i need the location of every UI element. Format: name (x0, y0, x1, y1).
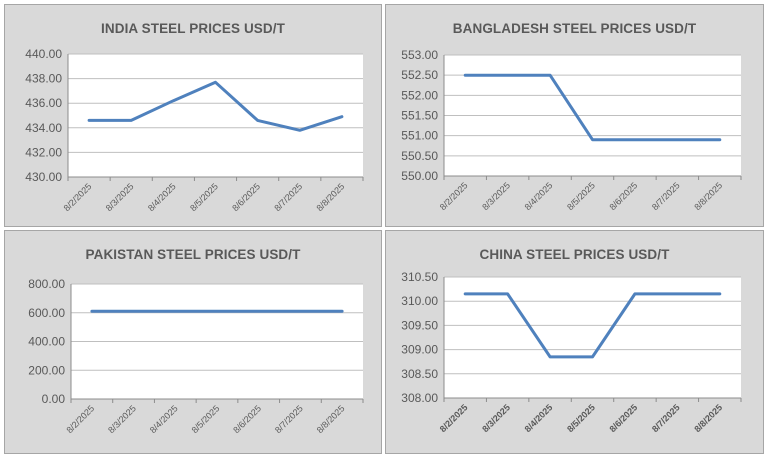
y-tick-label: 553.00 (401, 48, 438, 62)
y-tick-label: 552.50 (401, 68, 438, 82)
x-tick-label: 8/6/2025 (607, 180, 639, 212)
y-tick-label: 430.00 (25, 170, 62, 184)
y-tick-label: 552.00 (401, 88, 438, 102)
y-tick-label: 310.00 (401, 294, 438, 308)
x-tick-label: 8/4/2025 (148, 403, 180, 435)
y-tick-label: 308.00 (401, 391, 438, 405)
y-tick-label: 436.00 (25, 96, 62, 110)
china-chart-svg: 310.50 310.00 309.50 309.00 308.50 308.008/2/… (401, 270, 742, 434)
plot-area (444, 277, 741, 398)
x-tick-label: 8/6/2025 (230, 181, 262, 213)
x-tick-label: 8/4/2025 (523, 180, 555, 212)
x-tick-label: 8/6/2025 (231, 403, 263, 435)
x-tick-label: 8/7/2025 (273, 403, 305, 435)
y-tick-label: 434.00 (25, 121, 62, 135)
y-tick-label: 551.50 (401, 109, 438, 123)
y-tick-label: 308.50 (401, 367, 438, 381)
y-tick-label: 309.00 (401, 343, 438, 357)
x-tick-label: 8/3/2025 (480, 180, 512, 212)
x-tick-label: 8/7/2025 (272, 181, 304, 213)
y-tick-label: 600.00 (28, 306, 65, 320)
x-tick-label: 8/2/2025 (62, 181, 94, 213)
x-tick-label: 8/8/2025 (315, 403, 347, 435)
pakistan-chart-svg: 800.00 600.00 400.00 200.00 0.008/2/2025 8/3/… (28, 277, 364, 435)
y-tick-label: 200.00 (28, 363, 65, 377)
x-tick-label: 8/8/2025 (314, 181, 346, 213)
y-tick-label: 310.50 (401, 270, 438, 284)
x-tick-label: 8/3/2025 (104, 181, 136, 213)
x-tick-label: 8/2/2025 (64, 403, 96, 435)
x-tick-label: 8/6/2025 (607, 402, 639, 434)
x-tick-label: 8/2/2025 (438, 180, 470, 212)
y-tick-label: 551.00 (401, 129, 438, 143)
y-tick-label: 550.00 (401, 169, 438, 183)
x-tick-label: 8/7/2025 (650, 180, 682, 212)
y-tick-label: 432.00 (25, 145, 62, 159)
y-tick-label: 438.00 (25, 72, 62, 86)
x-tick-label: 8/3/2025 (480, 402, 512, 434)
y-tick-label: 309.50 (401, 318, 438, 332)
india-chart-svg: 440.00 438.00 436.00 434.00 432.00 430.008/2/… (25, 47, 364, 213)
y-tick-label: 550.50 (401, 149, 438, 163)
bangladesh-chart-panel: BANGLADESH STEEL PRICES USD/T 553.00 552.… (385, 4, 764, 227)
x-tick-label: 8/8/2025 (692, 180, 724, 212)
series-line (463, 73, 722, 142)
y-tick-label: 800.00 (28, 277, 65, 291)
x-tick-label: 8/5/2025 (565, 402, 597, 434)
chart-title: PAKISTAN STEEL PRICES USD/T (85, 247, 301, 262)
chart-title: CHINA STEEL PRICES USD/T (479, 247, 670, 262)
india-chart-panel: INDIA STEEL PRICES USD/T 440.00 438.00 436… (4, 4, 382, 227)
y-tick-label: 400.00 (28, 335, 65, 349)
bangladesh-chart-svg: 553.00 552.50 552.00 551.50 551.00 550.50 550.… (401, 48, 742, 212)
x-tick-label: 8/2/2025 (438, 402, 470, 434)
series-line (87, 80, 344, 132)
chart-title: BANGLADESH STEEL PRICES USD/T (452, 21, 697, 36)
series-line (463, 292, 722, 359)
y-tick-label: 440.00 (25, 47, 62, 61)
x-tick-label: 8/4/2025 (146, 181, 178, 213)
x-tick-label: 8/5/2025 (188, 181, 220, 213)
x-tick-label: 8/8/2025 (692, 402, 724, 434)
y-tick-label: 0.00 (42, 392, 66, 406)
x-tick-label: 8/5/2025 (190, 403, 222, 435)
pakistan-chart-panel: PAKISTAN STEEL PRICES USD/T 800.00 600.00… (4, 230, 382, 454)
china-chart-panel: CHINA STEEL PRICES USD/T 310.50 310.00 309… (385, 230, 764, 454)
x-tick-label: 8/7/2025 (650, 402, 682, 434)
plot-area (68, 54, 363, 177)
x-tick-label: 8/4/2025 (523, 402, 555, 434)
x-tick-label: 8/3/2025 (106, 403, 138, 435)
chart-title: INDIA STEEL PRICES USD/T (101, 21, 285, 36)
x-tick-label: 8/5/2025 (565, 180, 597, 212)
